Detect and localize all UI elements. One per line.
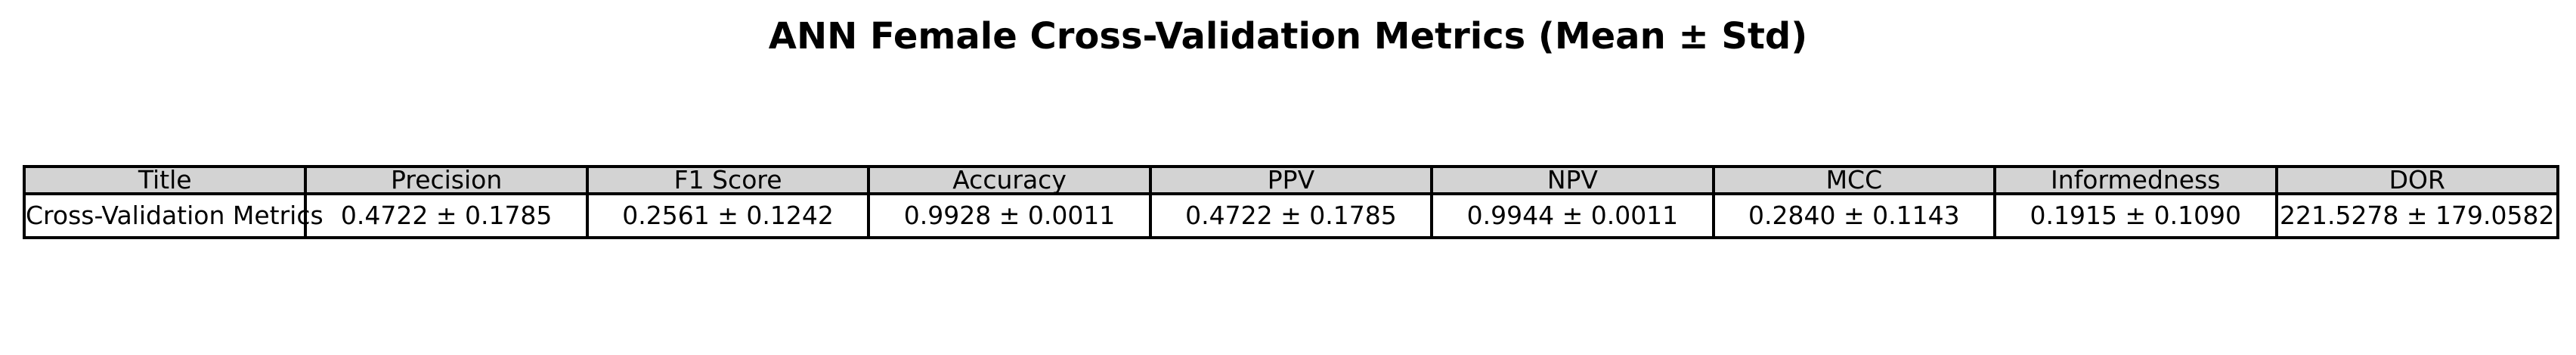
cell-f1-score: 0.2561 ± 0.1242 [585,192,871,239]
cell-precision: 0.4722 ± 0.1785 [304,192,589,239]
cell-accuracy: 0.9928 ± 0.0011 [867,192,1152,239]
header-cell-title: Title [22,165,308,195]
header-cell-f1-score: F1 Score [585,165,871,195]
header-cell-precision: Precision [304,165,589,195]
cell-dor: 221.5278 ± 179.0582 [2274,192,2559,239]
cell-row-label: Cross-Validation Metrics [22,192,324,239]
header-row: Title Precision F1 Score Accuracy PPV NP… [22,165,2559,195]
header-cell-npv: NPV [1430,165,1715,195]
table-header: Title Precision F1 Score Accuracy PPV NP… [22,165,2559,195]
metrics-table: Title Precision F1 Score Accuracy PPV NP… [22,165,2559,239]
cell-informedness: 0.1915 ± 0.1090 [1993,192,2278,239]
header-cell-informedness: Informedness [1993,165,2278,195]
cell-npv: 0.9944 ± 0.0011 [1430,192,1715,239]
header-cell-ppv: PPV [1148,165,1434,195]
header-cell-dor: DOR [2274,165,2559,195]
table-row: Cross-Validation Metrics 0.4722 ± 0.1785… [22,192,2559,239]
header-cell-mcc: MCC [1711,165,1997,195]
header-cell-accuracy: Accuracy [867,165,1152,195]
cell-mcc: 0.2840 ± 0.1143 [1711,192,1997,239]
cell-ppv: 0.4722 ± 0.1785 [1148,192,1434,239]
table-body: Cross-Validation Metrics 0.4722 ± 0.1785… [22,192,2559,239]
chart-title: ANN Female Cross-Validation Metrics (Mea… [768,15,1808,58]
